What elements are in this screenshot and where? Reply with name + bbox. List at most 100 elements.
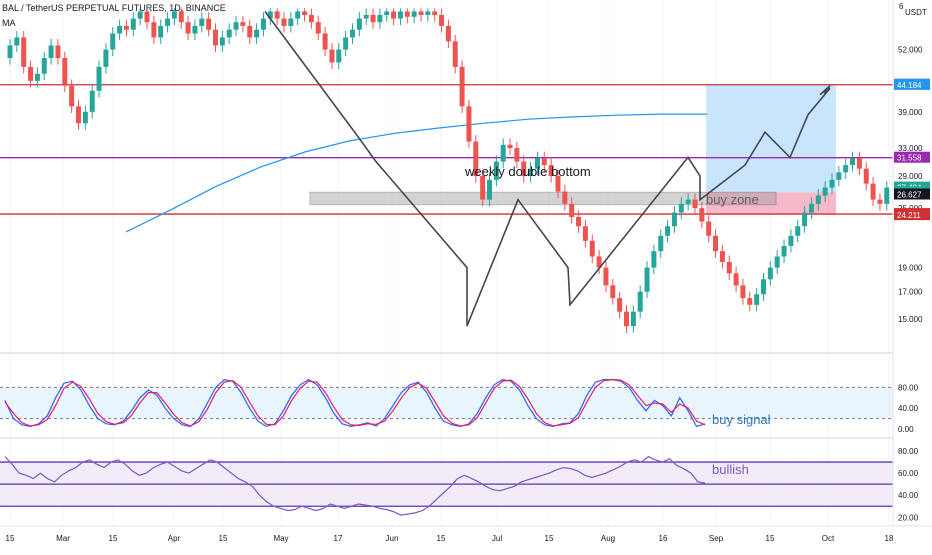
candle[interactable]	[151, 22, 157, 38]
candle[interactable]	[466, 106, 472, 142]
candle[interactable]	[240, 22, 246, 26]
candle[interactable]	[528, 168, 534, 177]
candle[interactable]	[863, 168, 869, 184]
candle[interactable]	[439, 14, 445, 26]
candle[interactable]	[884, 187, 890, 204]
candle[interactable]	[576, 216, 582, 227]
candle[interactable]	[7, 45, 13, 59]
candle[interactable]	[34, 73, 40, 81]
candle[interactable]	[514, 148, 520, 162]
candle[interactable]	[473, 141, 479, 177]
stoch-rsi-pane[interactable]	[0, 378, 893, 428]
candle[interactable]	[781, 245, 787, 257]
candle[interactable]	[185, 22, 191, 34]
candle[interactable]	[665, 226, 671, 236]
candle[interactable]	[336, 49, 342, 63]
candle[interactable]	[110, 33, 116, 50]
candle[interactable]	[740, 285, 746, 299]
candle[interactable]	[637, 291, 643, 312]
candle[interactable]	[815, 195, 821, 204]
candle[interactable]	[624, 311, 629, 327]
candle[interactable]	[384, 11, 390, 15]
double-bottom-path[interactable]	[264, 11, 831, 327]
candle[interactable]	[267, 11, 273, 19]
candle[interactable]	[870, 183, 876, 200]
candle[interactable]	[233, 22, 239, 30]
candle[interactable]	[123, 25, 129, 30]
candle[interactable]	[62, 58, 68, 86]
candle[interactable]	[555, 176, 561, 192]
candle[interactable]	[130, 18, 136, 30]
candle[interactable]	[589, 240, 595, 257]
candle[interactable]	[487, 179, 492, 200]
price-badge[interactable]	[894, 188, 930, 200]
candle[interactable]	[850, 158, 856, 166]
rsi-pane[interactable]	[0, 455, 893, 516]
candle[interactable]	[206, 18, 212, 30]
candle[interactable]	[171, 11, 177, 19]
candle[interactable]	[521, 161, 527, 177]
candle[interactable]	[370, 14, 376, 23]
candle[interactable]	[302, 11, 308, 15]
candle[interactable]	[500, 144, 506, 162]
stoch-d-line[interactable]	[4, 378, 706, 427]
candle[interactable]	[158, 25, 164, 38]
candle[interactable]	[377, 14, 383, 23]
candle[interactable]	[445, 25, 451, 42]
candle[interactable]	[343, 37, 349, 50]
candle[interactable]	[137, 11, 143, 19]
candle[interactable]	[226, 29, 232, 38]
candle[interactable]	[480, 176, 486, 200]
candle[interactable]	[219, 37, 225, 46]
candle[interactable]	[808, 203, 814, 213]
indicator-legend-ma[interactable]: MA	[2, 18, 16, 28]
candle[interactable]	[843, 165, 849, 173]
price-badge[interactable]	[894, 209, 930, 221]
candle[interactable]	[459, 66, 465, 107]
candle[interactable]	[281, 18, 287, 26]
buy-signal-annotation[interactable]: buy signal	[712, 412, 771, 427]
candle[interactable]	[178, 11, 184, 23]
candle[interactable]	[719, 251, 725, 262]
candle[interactable]	[507, 144, 513, 149]
candle[interactable]	[699, 208, 705, 222]
buy-zone-box[interactable]	[309, 191, 777, 206]
candle[interactable]	[260, 18, 266, 30]
candle[interactable]	[404, 11, 410, 17]
candle[interactable]	[774, 256, 780, 268]
candle[interactable]	[630, 311, 636, 327]
candle[interactable]	[295, 11, 301, 19]
stop-zone[interactable]	[706, 192, 836, 215]
candle[interactable]	[788, 235, 794, 246]
candle[interactable]	[356, 18, 362, 30]
candle[interactable]	[329, 49, 335, 63]
candle[interactable]	[671, 212, 677, 227]
candle[interactable]	[322, 33, 328, 50]
candle[interactable]	[192, 25, 198, 34]
double-bottom-annotation[interactable]: weekly double bottom	[465, 164, 591, 179]
candle[interactable]	[350, 29, 355, 38]
candle[interactable]	[418, 11, 424, 15]
candle[interactable]	[103, 49, 109, 67]
candle[interactable]	[55, 45, 61, 59]
candle[interactable]	[76, 106, 81, 124]
symbol-legend[interactable]: BAL / TetherUS PERPETUAL FUTURES, 1D, BI…	[2, 3, 226, 13]
candle[interactable]	[706, 221, 712, 236]
candle[interactable]	[569, 203, 575, 217]
candle[interactable]	[651, 251, 657, 268]
candle[interactable]	[247, 25, 253, 38]
candle[interactable]	[617, 298, 623, 312]
candle[interactable]	[117, 25, 123, 34]
candle[interactable]	[14, 37, 20, 46]
price-badge[interactable]	[894, 78, 930, 90]
candle[interactable]	[82, 111, 88, 124]
candle[interactable]	[493, 161, 499, 180]
candle[interactable]	[41, 58, 47, 74]
candle[interactable]	[726, 261, 732, 274]
candle[interactable]	[411, 11, 417, 17]
candle[interactable]	[315, 22, 321, 34]
candle[interactable]	[308, 14, 314, 23]
candle[interactable]	[425, 11, 431, 15]
candle[interactable]	[397, 11, 403, 19]
